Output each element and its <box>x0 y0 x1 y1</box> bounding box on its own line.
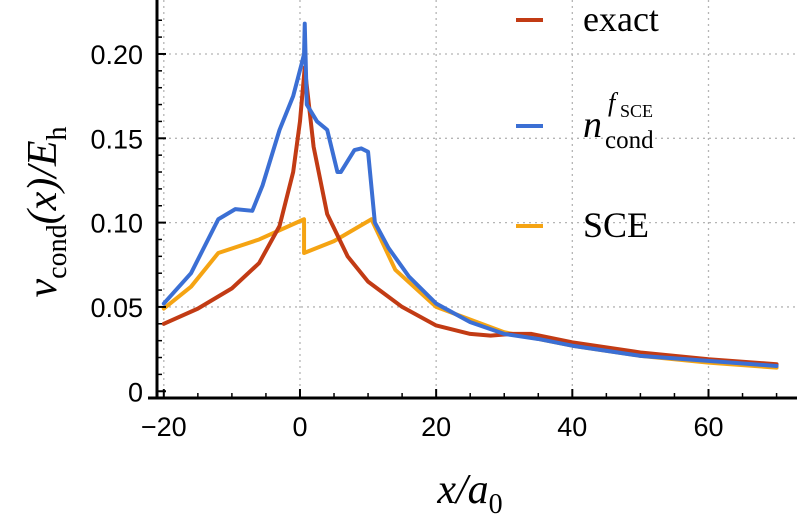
y-label-paren: (x)/E <box>20 140 66 224</box>
legend-n-main: n <box>583 104 602 146</box>
y-tick-label: 0.05 <box>90 293 143 323</box>
x-label-main: x/a <box>436 467 488 513</box>
grid-lines <box>157 0 797 398</box>
legend: exact n cond f SCE SCE <box>516 0 659 245</box>
y-tick-label: 0.10 <box>90 209 143 239</box>
legend-n-sub: cond <box>605 127 654 154</box>
y-label-sub: cond <box>42 224 73 278</box>
series-layer <box>161 21 779 370</box>
series-line-n-cond-f-sce- <box>161 21 779 368</box>
series-line-sce <box>161 217 779 370</box>
svg-text:vcond(x)/Eh: vcond(x)/Eh <box>20 126 73 297</box>
x-tick-label: 40 <box>557 412 587 442</box>
y-label-main: v <box>20 279 66 298</box>
y-tick-label: 0.15 <box>90 124 143 154</box>
legend-label-sce: SCE <box>583 205 649 245</box>
x-tick-label: 60 <box>693 412 723 442</box>
y-axis-label: vcond(x)/Eh <box>20 126 73 297</box>
legend-label-n-cond: n <box>583 104 602 146</box>
axes <box>148 0 797 400</box>
tick-labels: −20 0 20 40 60 0 0.05 0.10 0.15 0.20 <box>90 40 723 442</box>
legend-n-sup: f <box>608 88 619 117</box>
x-tick-label: 20 <box>421 412 451 442</box>
series-line-exact <box>161 65 779 367</box>
y-tick-label: 0 <box>128 377 143 407</box>
legend-n-supsub: SCE <box>620 101 653 121</box>
legend-label-exact: exact <box>583 0 659 39</box>
x-label-sub: 0 <box>489 489 503 520</box>
x-tick-label: 0 <box>292 412 307 442</box>
svg-text:x/a0: x/a0 <box>436 467 502 520</box>
ticks <box>157 19 778 398</box>
x-tick-label: −20 <box>141 412 187 442</box>
x-axis-label: x/a0 <box>436 467 502 520</box>
y-tick-label: 0.20 <box>90 40 143 70</box>
y-label-paren-sub: h <box>42 126 73 140</box>
